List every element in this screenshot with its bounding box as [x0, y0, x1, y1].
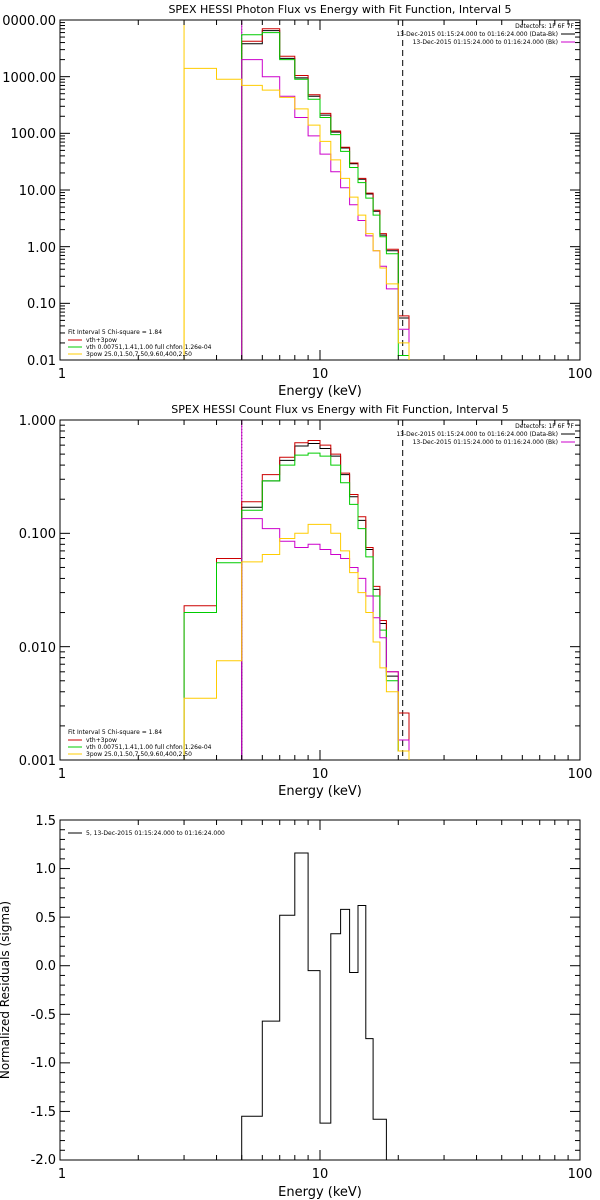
panel1-ticks — [59, 19, 580, 361]
panel3-ytick-neg2.0: -2.0 — [31, 1153, 56, 1168]
panel1-x-axis-label: Energy (keV) — [278, 384, 362, 399]
panel1-ytick-100: 100.00 — [11, 127, 57, 142]
panel1-series-3 — [241, 59, 410, 360]
panel1-series — [183, 28, 410, 360]
panel1-ytick-10000: 0000.00 — [2, 14, 56, 29]
panel3-ytick-neg1.0: -1.0 — [31, 1056, 56, 1071]
panel1-ytick-10: 10.00 — [19, 184, 56, 199]
photon-flux-panel: SPEX HESSI Photon Flux vs Energy with Fi… — [2, 3, 592, 399]
panel1-xtick-100: 100 — [568, 367, 593, 382]
panel2-legend-fit: Fit Interval 5 Chi-square = 1.84 — [68, 729, 162, 736]
panel2-legend-vth: vth 0.00751,1.41,1.00 full chfon 1.26e-0… — [86, 744, 212, 751]
panel3-ytick-0.0: 0.0 — [35, 959, 56, 974]
panel1-xtick-10: 10 — [312, 367, 329, 382]
panel1-ytick-1000: 1000.00 — [2, 71, 56, 86]
panel3-xtick-1: 1 — [58, 1167, 66, 1182]
panel1-legend-fit: Fit Interval 5 Chi-square = 1.84 — [68, 329, 162, 336]
panel3-legend-interval: 5, 13-Dec-2015 01:15:24.000 to 01:16:24.… — [86, 830, 225, 837]
panel2-series — [183, 440, 410, 760]
panel1-title: SPEX HESSI Photon Flux vs Energy with Fi… — [168, 3, 511, 16]
panel2-series-1 — [183, 440, 410, 760]
panel2-xtick-10: 10 — [312, 767, 329, 782]
panel3-y-axis-label: Normalized Residuals (sigma) — [0, 901, 12, 1079]
panel1-legend-vth: vth 0.00751,1.41,1.00 full chfon 1.26e-0… — [86, 344, 212, 351]
panel1-ytick-0.01: 0.01 — [27, 354, 56, 369]
panel2-legend-3pow: 3pow 25.0,1.50,7.50,9.60,400,2.50 — [86, 751, 192, 758]
panel3-x-axis-label: Energy (keV) — [278, 1185, 362, 1200]
panel1-info-data-bk: 13-Dec-2015 01:15:24.000 to 01:16:24.000… — [396, 31, 558, 38]
panel2-marker-lines — [241, 420, 404, 760]
panel1-legend-total: vth+3pow — [86, 337, 117, 344]
panel2-x-axis-label: Energy (keV) — [278, 784, 362, 799]
panel2-xtick-100: 100 — [568, 767, 593, 782]
panel3-series — [241, 852, 399, 1161]
panel2-series-2 — [183, 452, 410, 760]
panel1-legend-3pow: 3pow 25.0,1.50,7.50,9.60,400,2.50 — [86, 351, 192, 358]
panel2-info-data-bk: 13-Dec-2015 01:15:24.000 to 01:16:24.000… — [396, 431, 558, 438]
panel2-ytick-0.1: 0.100 — [19, 527, 56, 542]
panel3-ytick-1.0: 1.0 — [35, 862, 56, 877]
panel1-ytick-0.1: 0.10 — [27, 297, 56, 312]
count-flux-panel: SPEX HESSI Count Flux vs Energy with Fit… — [19, 403, 593, 799]
panel2-xtick-1: 1 — [58, 767, 66, 782]
panel1-axes-frame — [59, 19, 581, 361]
panel2-axes-frame — [59, 419, 581, 761]
panel2-detectors: Detectors: 1F 6F 7F — [515, 423, 574, 430]
panel1-series-2 — [241, 32, 410, 360]
panel2-ytick-0.01: 0.010 — [19, 641, 56, 656]
panel3-xtick-100: 100 — [568, 1167, 593, 1182]
panel2-ticks — [59, 419, 580, 761]
panel3-ytick-neg1.5: -1.5 — [31, 1105, 56, 1120]
panel2-ytick-0.001: 0.001 — [19, 754, 56, 769]
panel2-info-bk: 13-Dec-2015 01:15:24.000 to 01:16:24.000… — [413, 439, 558, 446]
panel1-xtick-1: 1 — [58, 367, 66, 382]
panel1-ytick-1: 1.00 — [27, 241, 56, 256]
panel3-xtick-10: 10 — [312, 1167, 329, 1182]
panel2-legend-total: vth+3pow — [86, 737, 117, 744]
panel2-series-3 — [241, 518, 410, 760]
panel1-info-bk: 13-Dec-2015 01:15:24.000 to 01:16:24.000… — [413, 39, 558, 46]
panel2-title: SPEX HESSI Count Flux vs Energy with Fit… — [171, 403, 508, 416]
panel3-ytick-0.5: 0.5 — [35, 911, 56, 926]
panel3-series-0 — [241, 852, 399, 1161]
residuals-panel: 1 10 100 1.5 1.0 0.5 0.0 -0.5 -1.0 -1.5 … — [0, 814, 592, 1200]
panel2-ytick-1: 1.000 — [19, 414, 56, 429]
panel2-series-4 — [183, 523, 410, 760]
panel2-series-0 — [241, 443, 410, 760]
panel3-ytick-neg0.5: -0.5 — [31, 1008, 56, 1023]
panel1-series-4 — [183, 67, 410, 360]
panel1-series-1 — [241, 28, 410, 360]
panel1-detectors: Detectors: 1F 6F 7F — [515, 23, 574, 30]
panel1-series-0 — [241, 30, 410, 360]
panel3-ticks — [59, 819, 580, 1161]
panel3-ytick-1.5: 1.5 — [35, 814, 56, 829]
